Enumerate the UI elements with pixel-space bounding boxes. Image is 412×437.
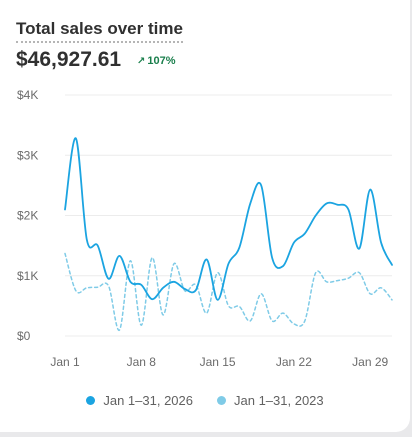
legend-label: Jan 1–31, 2023 xyxy=(234,393,324,408)
y-axis-ticks: $0 $1K $2K $3K $4K xyxy=(17,88,38,343)
legend-dot-icon xyxy=(86,396,96,405)
x-tick-label: Jan 29 xyxy=(352,355,388,369)
change-percent: 107% xyxy=(147,55,176,67)
x-tick-label: Jan 22 xyxy=(276,355,312,369)
series-line-2026[interactable] xyxy=(64,137,393,301)
change-badge: ↗ 107% xyxy=(137,55,176,68)
legend-item-2026[interactable]: Jan 1–31, 2026 xyxy=(86,393,193,408)
y-tick-label: $4K xyxy=(17,88,38,102)
x-tick-label: Jan 15 xyxy=(200,355,236,369)
card-title[interactable]: Total sales over time xyxy=(16,19,183,43)
y-tick-label: $2K xyxy=(17,209,38,223)
line-chart: $0$1K$2K$3K$4K Jan 1 Jan 8 Jan 15 Jan 22 Jan… xyxy=(17,88,393,369)
x-axis-ticks: Jan 1 Jan 8 Jan 15 Jan 22 Jan 29 xyxy=(50,355,388,369)
legend-label: Jan 1–31, 2026 xyxy=(103,393,193,408)
grid-lines xyxy=(65,94,392,337)
series-line-2023[interactable] xyxy=(64,252,393,331)
total-sales-value: $46,927.61 xyxy=(16,48,122,71)
chart-legend: Jan 1–31, 2026 Jan 1–31, 2023 xyxy=(0,393,410,408)
series-lines xyxy=(64,137,393,331)
y-tick-label: $3K xyxy=(17,148,38,162)
x-tick-label: Jan 1 xyxy=(50,355,80,369)
arrow-up-right-icon: ↗ xyxy=(137,56,146,67)
y-tick-label: $1K xyxy=(17,269,38,283)
x-tick-label: Jan 8 xyxy=(127,355,157,369)
y-tick-label: $0 xyxy=(17,329,31,343)
legend-item-2023[interactable]: Jan 1–31, 2023 xyxy=(217,393,324,408)
legend-dot-icon xyxy=(217,396,226,405)
